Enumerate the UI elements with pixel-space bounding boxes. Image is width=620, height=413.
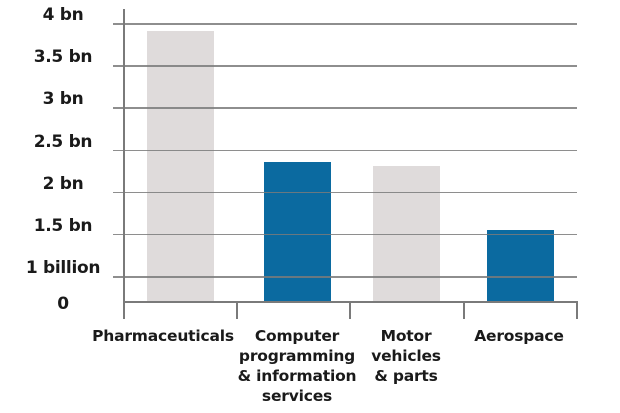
- bar-computer-programming-information-services: [264, 162, 331, 301]
- bar-pharmaceuticals: [147, 31, 214, 301]
- y-tick-label: 1.5 bn: [33, 215, 93, 236]
- gridline: [113, 276, 577, 278]
- bar-aerospace: [487, 229, 554, 301]
- y-tick-label: 4 bn: [42, 5, 84, 25]
- y-tick-label: 2.5 bn: [33, 131, 93, 152]
- y-tick-label: 2 bn: [42, 173, 84, 194]
- gridline: [113, 233, 577, 236]
- x-category-label: Aerospace: [474, 327, 564, 345]
- x-axis-tick: [576, 301, 578, 319]
- x-axis-tick: [463, 301, 465, 319]
- y-tick-label: 0: [57, 294, 69, 314]
- x-category-label: Computer programming & information servi…: [237, 327, 357, 405]
- gridline: [113, 65, 577, 67]
- gridline: [113, 23, 577, 25]
- bar-motor-vehicles-parts: [373, 166, 440, 301]
- y-axis-line: [123, 9, 125, 319]
- x-axis-tick: [236, 301, 238, 319]
- x-axis-tick: [349, 301, 351, 319]
- y-tick-label: 1 billion: [25, 258, 101, 278]
- x-category-label: Pharmaceuticals: [92, 327, 234, 345]
- gridline: [113, 191, 577, 194]
- x-category-label: Motor vehicles & parts: [371, 327, 441, 385]
- gridline: [113, 149, 577, 151]
- y-tick-label: 3.5 bn: [33, 47, 93, 68]
- gridline: [113, 107, 577, 109]
- y-tick-label: 3 bn: [42, 89, 84, 110]
